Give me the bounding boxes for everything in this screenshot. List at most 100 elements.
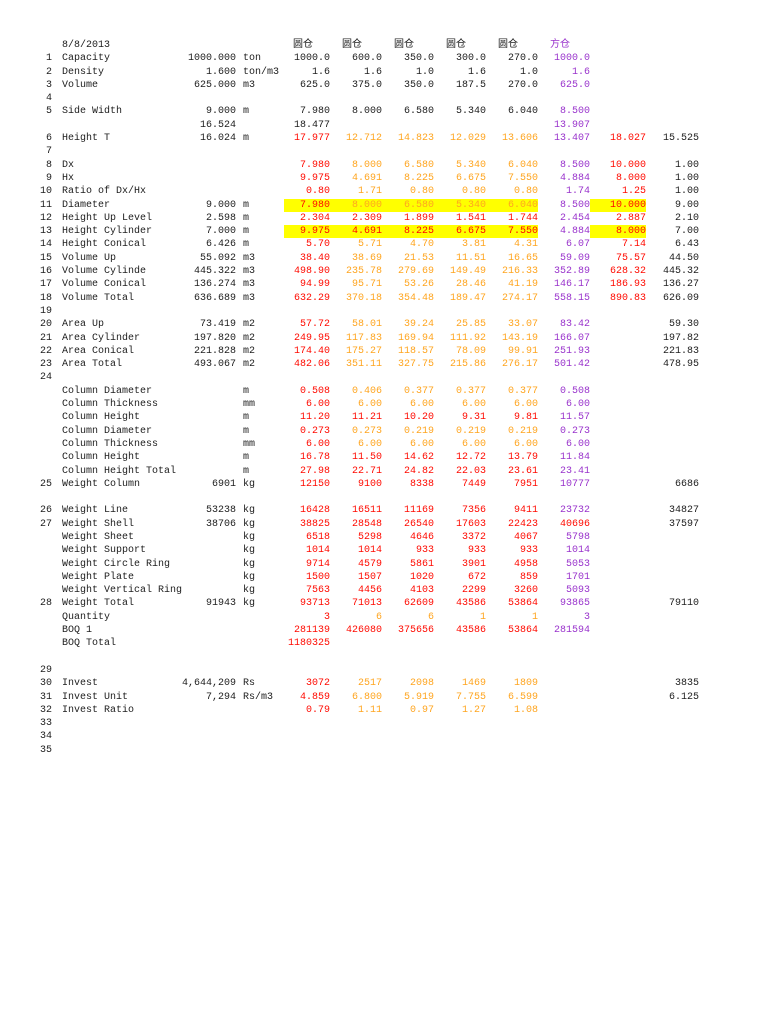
row-number: 15	[39, 252, 52, 264]
data-cell	[646, 624, 699, 637]
unit-label	[236, 624, 284, 637]
data-cell: 221.83	[662, 345, 699, 357]
data-cell: 4.884	[559, 172, 590, 184]
data-cell	[590, 385, 646, 398]
table-row: Column Height m 16.78 11.50 14.62 12.72 13.79 1…	[36, 451, 736, 464]
data-cell: 6.07	[565, 239, 590, 251]
data-cell	[382, 651, 434, 664]
data-cell	[538, 371, 590, 384]
data-cell: 8.500	[559, 199, 590, 211]
data-cell	[646, 465, 699, 478]
data-cell: 37597	[668, 518, 699, 530]
table-row: Column Height m 11.20 11.21 10.20 9.31 9.81 11.…	[36, 411, 736, 424]
data-cell: 1014	[357, 545, 382, 557]
data-cell: 175.27	[345, 345, 382, 357]
data-cell: 11.21	[351, 412, 382, 424]
data-cell: 186.93	[609, 279, 646, 291]
data-cell	[330, 119, 382, 132]
row-label: Column Height	[62, 452, 141, 464]
data-cell: 859	[519, 571, 538, 583]
base-value: 636.689	[193, 292, 236, 304]
table-row: BOQ 1 281139 426080 375656 43586 53864 281594	[36, 624, 736, 637]
data-cell: 3835	[674, 678, 699, 690]
row-label	[52, 664, 180, 677]
data-cell: 628.32	[609, 266, 646, 278]
data-cell: 10.000	[590, 198, 646, 212]
data-cell: 1.00	[674, 159, 699, 171]
row-label: Weight Sheet	[62, 531, 135, 543]
data-cell: 1.0	[415, 66, 434, 78]
table-row: Column Diameter m 0.273 0.273 0.219 0.219 0.21…	[36, 425, 736, 438]
base-value: 7,294	[205, 691, 236, 703]
data-cell: 0.219	[403, 425, 434, 437]
data-cell: 5861	[409, 558, 434, 570]
base-value: 7.000	[205, 226, 236, 238]
row-label: Area Cylinder	[62, 332, 141, 344]
base-value	[180, 704, 236, 717]
data-cell: 375656	[397, 625, 434, 637]
data-cell: 1.744	[507, 212, 538, 224]
data-cell	[538, 691, 590, 704]
data-cell: 41.19	[507, 279, 538, 291]
row-label: Volume Up	[62, 252, 117, 264]
data-cell: 274.17	[501, 292, 538, 304]
unit-label	[236, 119, 284, 132]
table-row: 5 Side Width 9.000 m 7.980 8.000 6.580 5.340 6.0…	[36, 105, 736, 118]
data-cell	[330, 305, 382, 318]
table-row: Column Diameter m 0.508 0.406 0.377 0.377 0.37…	[36, 385, 736, 398]
data-cell: 352.89	[553, 266, 590, 278]
data-cell: 7.980	[299, 159, 330, 171]
row-label: Ratio of Dx/Hx	[62, 186, 147, 198]
row-number	[36, 491, 52, 504]
row-label	[52, 717, 180, 730]
data-cell: 0.508	[299, 385, 330, 397]
row-number	[36, 544, 52, 557]
data-cell: 28.46	[455, 279, 486, 291]
data-cell: 4067	[513, 531, 538, 543]
data-cell: 4.859	[299, 691, 330, 703]
data-cell	[646, 704, 699, 717]
row-number: 17	[39, 279, 52, 291]
data-cell: 216.33	[501, 266, 538, 278]
row-number: 18	[39, 292, 52, 304]
data-cell	[330, 730, 382, 743]
data-cell: 281594	[553, 625, 590, 637]
data-cell: 625.0	[299, 79, 330, 91]
data-cell: 9714	[305, 558, 330, 570]
data-cell: 13.79	[507, 452, 538, 464]
row-number	[36, 465, 52, 478]
data-cell: 143.19	[501, 332, 538, 344]
table-row: 21 Area Cylinder 197.820 m2 249.95 117.83 169.…	[36, 332, 736, 345]
row-label: Area Total	[62, 359, 123, 371]
data-cell: 1.25	[621, 186, 646, 198]
data-cell: 1000.0	[293, 53, 330, 65]
data-cell: 1.541	[455, 212, 486, 224]
row-label: Density	[62, 66, 105, 78]
data-cell: 0.377	[507, 385, 538, 397]
data-cell	[646, 584, 699, 597]
table-row: 34	[36, 730, 736, 743]
data-cell: 4.691	[351, 172, 382, 184]
base-value	[180, 172, 236, 185]
data-cell	[590, 52, 646, 65]
data-cell	[434, 744, 486, 757]
base-value	[180, 571, 236, 584]
data-cell	[486, 119, 538, 132]
row-number	[36, 451, 52, 464]
data-cell: 18.027	[609, 133, 646, 145]
unit-label: m	[243, 133, 250, 145]
data-cell	[590, 438, 646, 451]
base-value: 38706	[205, 518, 236, 530]
data-cell: 9.975	[299, 172, 330, 184]
data-cell: 4103	[409, 585, 434, 597]
unit-label: kg	[243, 585, 256, 597]
row-label: Volume Cylinde	[62, 266, 147, 278]
row-number: 6	[45, 133, 52, 145]
table-row: 9 Hx 9.975 4.691 8.225 6.675 7.550 4.884 8.000 1.…	[36, 172, 736, 185]
data-cell: 1.6	[311, 66, 330, 78]
table-row: 14 Height Conical 6.426 m 5.70 5.71 4.70 3.81 4.…	[36, 238, 736, 251]
data-cell: 501.42	[553, 359, 590, 371]
data-cell: 0.219	[455, 425, 486, 437]
row-label: BOQ 1	[62, 625, 93, 637]
row-number: 12	[39, 212, 52, 224]
